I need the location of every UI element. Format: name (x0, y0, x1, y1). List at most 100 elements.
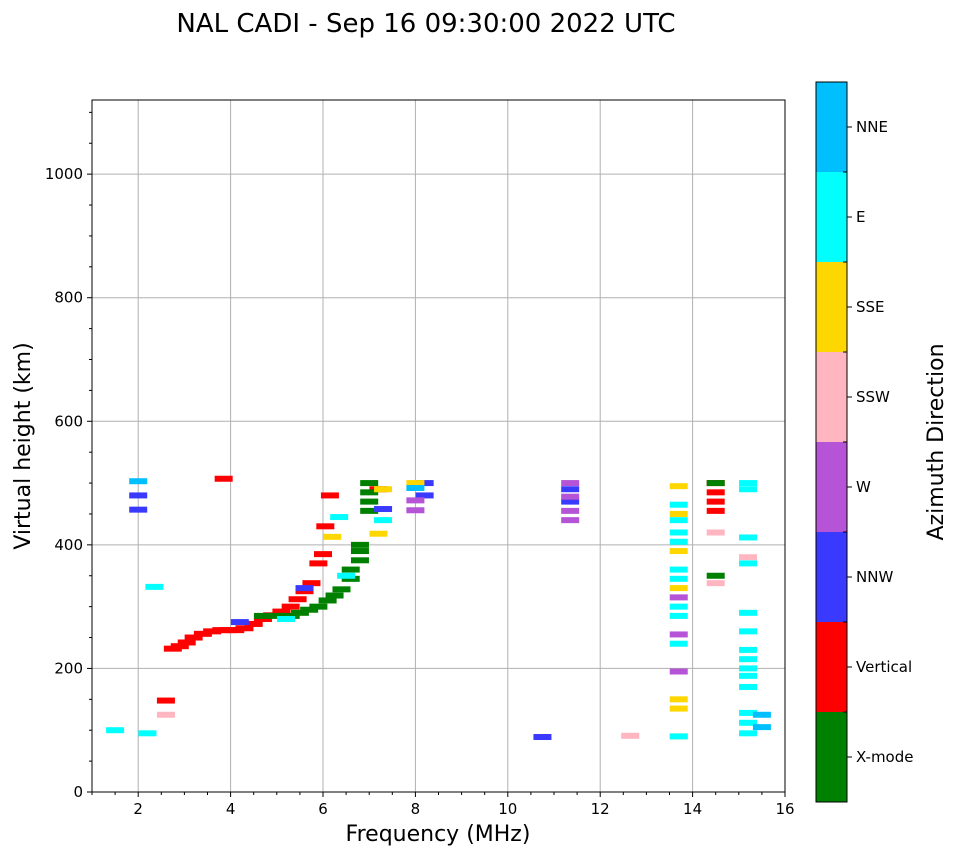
x-axis-label: Frequency (MHz) (346, 822, 531, 847)
data-point-nnw (561, 498, 580, 505)
data-point-sse (669, 696, 688, 703)
data-point-e (374, 517, 393, 524)
colorbar-label-ssw: SSW (856, 388, 890, 406)
y-tick-label: 0 (73, 783, 83, 801)
data-point-e (138, 730, 157, 737)
data-point-e (337, 572, 356, 579)
data-point-vertical (170, 643, 189, 650)
data-point-nne (406, 485, 425, 492)
data-point-nnw (129, 492, 148, 499)
data-point-nne (752, 724, 771, 731)
data-point-nnw (295, 585, 314, 592)
data-point-x-mode (360, 498, 379, 505)
data-point-vertical (253, 616, 272, 622)
colorbar-frame (815, 81, 848, 803)
data-point-x-mode (706, 480, 725, 487)
data-point-e (739, 709, 758, 716)
x-tick-label: 14 (683, 800, 702, 818)
data-point-sse (374, 486, 393, 493)
data-point-e (739, 672, 758, 679)
colorbar-label-nne: NNE (856, 118, 888, 136)
data-point-nne (129, 478, 148, 485)
colorbar-label-nnw: NNW (856, 568, 893, 586)
data-point-x-mode (300, 606, 319, 613)
data-point-ssw (739, 554, 758, 561)
colorbar: X-mode Vertical NNW W SSW SSE E NNE (815, 81, 913, 803)
data-point-e (669, 603, 688, 610)
data-point-vertical (281, 603, 300, 610)
data-point-w (669, 631, 688, 638)
x-tick-label: 8 (411, 800, 421, 818)
data-point-e (669, 517, 688, 524)
y-tick-label: 400 (54, 536, 83, 554)
data-point-nnw (129, 506, 148, 513)
data-point-w (561, 507, 580, 514)
data-point-sse (669, 510, 688, 517)
y-tick-label: 800 (54, 289, 83, 307)
data-point-x-mode (309, 603, 328, 610)
colorbar-label-sse: SSE (856, 298, 885, 316)
data-point-vertical (302, 580, 321, 587)
data-point-vertical (272, 608, 291, 615)
colorbar-segment (816, 172, 847, 262)
y-axis: 0 200 400 600 800 1000 (45, 111, 92, 801)
x-axis: 2 4 6 8 10 12 14 16 (91, 792, 795, 818)
data-point-vertical (184, 634, 203, 641)
data-point-x-mode (290, 609, 309, 616)
data-point-e (739, 560, 758, 567)
x-tick-label: 12 (591, 800, 610, 818)
data-point-e (739, 486, 758, 493)
data-point-vertical (316, 523, 335, 530)
data-point-nnw (561, 486, 580, 493)
data-point-vertical (706, 507, 725, 514)
data-point-vertical (177, 639, 196, 646)
data-point-sse (669, 483, 688, 490)
data-point-vertical (156, 697, 175, 704)
y-axis-label: Virtual height (km) (11, 342, 36, 549)
data-point-nnw (415, 480, 434, 487)
data-point-w (669, 594, 688, 601)
data-point-e (669, 733, 688, 740)
data-point-vertical (244, 620, 263, 627)
data-point-nnw (415, 492, 434, 499)
data-point-sse (406, 480, 425, 487)
colorbar-segment (816, 352, 847, 442)
chart-title: NAL CADI - Sep 16 09:30:00 2022 UTC (176, 9, 675, 39)
data-point-e (739, 646, 758, 653)
data-point-e (669, 612, 688, 619)
data-point-e (739, 730, 758, 737)
data-point-nnw (533, 734, 552, 741)
data-point-e (739, 683, 758, 690)
colorbar-label-x-mode: X-mode (856, 748, 913, 766)
plot-area (92, 100, 785, 792)
colorbar-label-w: W (856, 478, 871, 496)
data-point-x-mode (341, 575, 360, 582)
grid (92, 100, 786, 793)
data-point-sse (669, 705, 688, 712)
data-point-vertical (706, 489, 725, 496)
data-point-vertical (309, 560, 328, 567)
data-point-e (106, 727, 125, 734)
data-point-vertical (288, 596, 307, 603)
data-point-sse (323, 533, 342, 540)
data-point-w (406, 507, 425, 514)
data-point-x-mode (350, 541, 369, 548)
data-point-ssw (706, 529, 725, 536)
x-tick-label: 10 (498, 800, 517, 818)
data-point-w (669, 668, 688, 675)
data-point-e (739, 534, 758, 541)
data-point-w (406, 497, 425, 504)
data-point-nne (752, 711, 771, 718)
data-point-w (561, 493, 580, 500)
data-point-e (739, 628, 758, 635)
x-tick-label: 16 (775, 800, 794, 818)
data-point-x-mode (360, 489, 379, 496)
data-point-x-mode (350, 548, 369, 555)
data-point-e (669, 501, 688, 508)
data-point-vertical (320, 492, 339, 499)
data-point-x-mode (253, 612, 272, 619)
colorbar-segment (816, 532, 847, 622)
data-point-e (669, 575, 688, 582)
y-tick-label: 1000 (45, 165, 83, 183)
